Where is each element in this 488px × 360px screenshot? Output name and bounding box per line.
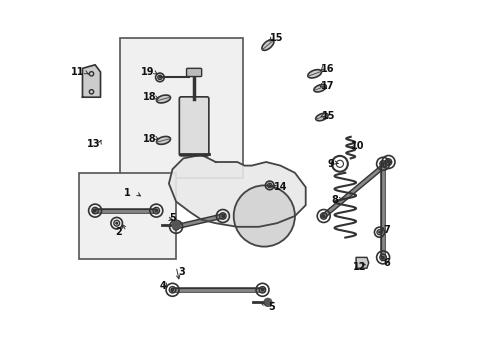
Ellipse shape	[315, 113, 327, 121]
Circle shape	[386, 161, 388, 163]
Circle shape	[322, 215, 324, 217]
Text: 15: 15	[322, 111, 335, 121]
Ellipse shape	[307, 69, 321, 78]
Text: 18: 18	[143, 92, 157, 102]
Text: 3: 3	[178, 267, 184, 277]
Circle shape	[381, 256, 383, 258]
Text: 9: 9	[327, 159, 334, 169]
Circle shape	[261, 289, 263, 291]
Text: 14: 14	[273, 182, 286, 192]
Circle shape	[171, 289, 173, 291]
Text: 6: 6	[383, 258, 389, 268]
Bar	[120, 38, 242, 178]
Text: 1: 1	[124, 188, 131, 198]
Circle shape	[381, 163, 383, 165]
Text: 11: 11	[71, 67, 85, 77]
Ellipse shape	[313, 85, 325, 92]
Text: 15: 15	[269, 33, 283, 43]
Text: 17: 17	[320, 81, 333, 91]
Circle shape	[94, 210, 96, 212]
Polygon shape	[168, 155, 305, 227]
Text: 13: 13	[87, 139, 101, 149]
FancyBboxPatch shape	[186, 68, 201, 77]
Text: 5: 5	[169, 213, 176, 223]
Text: 19: 19	[141, 67, 155, 77]
Ellipse shape	[262, 40, 273, 50]
Circle shape	[159, 77, 160, 78]
Circle shape	[378, 231, 380, 233]
Text: 5: 5	[267, 302, 274, 312]
Circle shape	[175, 226, 177, 228]
Ellipse shape	[156, 136, 170, 144]
Text: 18: 18	[143, 134, 157, 144]
Ellipse shape	[156, 95, 170, 103]
Circle shape	[172, 221, 180, 229]
Polygon shape	[82, 65, 101, 97]
Text: 10: 10	[350, 141, 364, 151]
Circle shape	[268, 185, 270, 186]
Circle shape	[222, 215, 224, 217]
Text: 2: 2	[115, 227, 122, 237]
Text: 12: 12	[352, 262, 366, 272]
Circle shape	[116, 222, 117, 224]
Text: 16: 16	[320, 64, 333, 74]
Text: 8: 8	[330, 195, 337, 205]
Text: 4: 4	[160, 281, 166, 291]
Circle shape	[233, 185, 294, 247]
Circle shape	[155, 210, 157, 212]
FancyBboxPatch shape	[179, 97, 208, 156]
Text: 7: 7	[383, 225, 389, 235]
Bar	[79, 173, 176, 259]
Circle shape	[264, 298, 271, 306]
Polygon shape	[355, 257, 368, 268]
